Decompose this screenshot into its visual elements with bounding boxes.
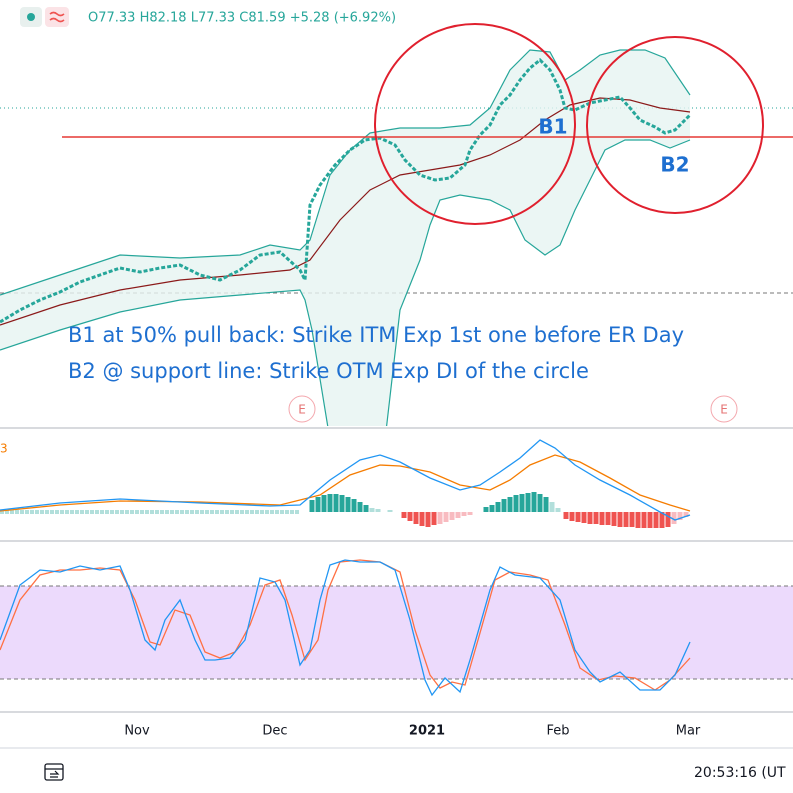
bollinger-lower <box>0 139 691 426</box>
toggle-dot <box>27 13 35 21</box>
label-b2: B2 <box>660 153 689 177</box>
date-range-button[interactable] <box>44 763 64 781</box>
stoch-k <box>0 559 691 697</box>
x-tick-label: Nov <box>124 724 150 739</box>
macd-hist-positive <box>309 492 549 512</box>
earnings-marker[interactable] <box>288 395 316 423</box>
bollinger-basis <box>0 97 691 326</box>
circle-b1 <box>374 23 576 225</box>
macd-line <box>0 439 691 521</box>
price-panel <box>0 49 793 426</box>
price-candles <box>0 57 692 324</box>
earnings-label: E <box>720 403 728 417</box>
macd-hist-negative <box>401 512 671 528</box>
macd-signal <box>0 454 691 512</box>
stoch-band <box>0 586 793 679</box>
macd-hist-fading <box>369 502 561 512</box>
clock: 20:53:16 (UT <box>694 765 786 781</box>
note-b2: B2 @ support line: Strike OTM Exp DI of … <box>68 359 589 383</box>
circle-b2 <box>586 36 764 214</box>
stoch-d <box>0 559 691 691</box>
x-tick-label: Mar <box>676 724 701 739</box>
earnings-marker[interactable] <box>710 395 738 423</box>
x-tick-label: Dec <box>262 724 287 739</box>
series-icon[interactable] <box>45 7 69 27</box>
bollinger-upper <box>0 49 691 296</box>
macd-hist-fading-neg <box>437 512 689 524</box>
macd-label: 3 <box>0 442 8 456</box>
earnings-label: E <box>298 403 306 417</box>
x-tick-label: Feb <box>546 724 569 739</box>
note-b1: B1 at 50% pull back: Strike ITM Exp 1st … <box>68 323 684 347</box>
bollinger-fill <box>0 50 690 426</box>
label-b1: B1 <box>538 115 567 139</box>
wave-icon <box>49 11 65 23</box>
ohlc-readout: O77.33 H82.18 L77.33 C81.59 +5.28 (+6.92… <box>88 11 396 26</box>
x-tick-label: 2021 <box>409 724 445 739</box>
